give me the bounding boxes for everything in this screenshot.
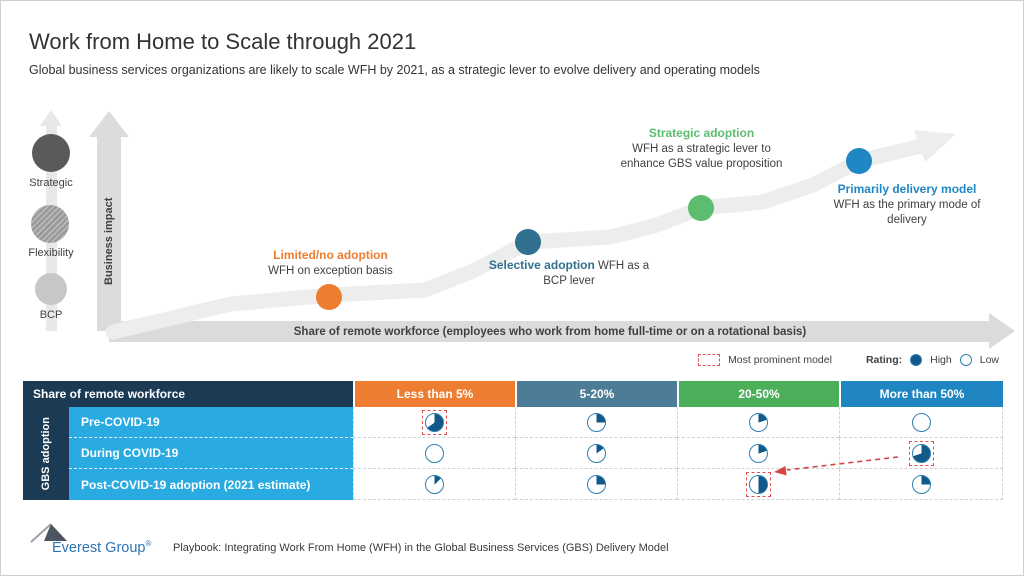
row-label: Pre-COVID-19 bbox=[69, 407, 353, 438]
milestone-label-selective: Selective adoption WFH as a BCP lever bbox=[488, 258, 650, 289]
rating-cell bbox=[839, 438, 1003, 469]
rating-cell bbox=[515, 438, 677, 469]
milestone-dot-limited bbox=[316, 284, 342, 310]
rating-cell bbox=[353, 407, 515, 438]
rating-cell bbox=[353, 438, 515, 469]
impact-level-label: Strategic bbox=[29, 177, 73, 189]
milestone-desc: WFH on exception basis bbox=[268, 264, 393, 277]
page-title: Work from Home to Scale through 2021 bbox=[29, 29, 417, 54]
legend-low-label: Low bbox=[979, 354, 999, 366]
row-group-header: GBS adoption bbox=[23, 407, 69, 500]
rating-cell bbox=[677, 469, 839, 500]
rating-cell bbox=[515, 469, 677, 500]
rating-high-icon bbox=[910, 354, 923, 366]
rating-cell bbox=[677, 438, 839, 469]
impact-ladder-arrowhead-icon bbox=[40, 110, 62, 126]
harvey-ball-icon bbox=[584, 410, 609, 435]
harvey-ball-icon bbox=[746, 471, 771, 497]
row-labels: Pre-COVID-19 During COVID-19 Post-COVID-… bbox=[69, 407, 353, 500]
milestone-dot-selective bbox=[515, 229, 541, 255]
legend-rating-label: Rating: bbox=[865, 354, 903, 366]
footer: Everest Group® Playbook: Integrating Wor… bbox=[29, 521, 669, 557]
legend-high-label: High bbox=[930, 354, 952, 366]
rating-cell bbox=[515, 407, 677, 438]
bcp-circle-icon bbox=[35, 273, 67, 305]
rating-cell bbox=[839, 469, 1003, 500]
flexibility-circle-icon bbox=[31, 205, 69, 243]
table-corner-header: Share of remote workforce bbox=[23, 381, 353, 407]
column-header: More than 50% bbox=[839, 381, 1003, 407]
harvey-ball-icon bbox=[584, 441, 609, 466]
legend: Most prominent model Rating: High Low bbox=[698, 354, 999, 366]
strategic-circle-icon bbox=[32, 134, 70, 172]
mountain-icon bbox=[30, 523, 67, 543]
gbs-adoption-table: Share of remote workforce Less than 5% 5… bbox=[23, 381, 1003, 500]
milestone-title: Limited/no adoption bbox=[273, 248, 388, 262]
milestone-label-strategic: Strategic adoption WFH as a strategic le… bbox=[609, 126, 794, 171]
milestone-title: Primarily delivery model bbox=[837, 182, 977, 196]
rating-cell bbox=[677, 407, 839, 438]
table-row bbox=[353, 407, 1003, 438]
footer-caption: Playbook: Integrating Work From Home (WF… bbox=[173, 542, 669, 554]
milestone-dot-strategic bbox=[688, 195, 714, 221]
row-label: During COVID-19 bbox=[69, 438, 353, 469]
y-axis-arrowhead-icon bbox=[89, 111, 129, 137]
harvey-ball-icon bbox=[746, 441, 771, 466]
impact-level-label: Flexibility bbox=[28, 247, 74, 259]
milestone-dot-primarily bbox=[846, 148, 872, 174]
rating-low-icon bbox=[959, 354, 972, 366]
y-axis-label: Business impact bbox=[103, 197, 115, 285]
harvey-ball-icon bbox=[422, 441, 447, 466]
x-axis-arrow: Share of remote workforce (employees who… bbox=[109, 321, 991, 342]
table-row bbox=[353, 469, 1003, 500]
page-subtitle: Global business services organizations a… bbox=[29, 63, 760, 77]
impact-level-label: BCP bbox=[39, 309, 63, 321]
harvey-ball-icon bbox=[746, 410, 771, 435]
rating-cell bbox=[353, 469, 515, 500]
legend-prominent-label: Most prominent model bbox=[728, 354, 832, 366]
milestone-label-limited: Limited/no adoption WFH on exception bas… bbox=[233, 248, 428, 279]
harvey-ball-icon bbox=[909, 472, 934, 497]
column-header: 20-50% bbox=[677, 381, 839, 407]
table-row bbox=[353, 438, 1003, 469]
harvey-ball-icon bbox=[909, 410, 934, 435]
row-group-label: GBS adoption bbox=[40, 416, 52, 491]
table-header-row: Share of remote workforce Less than 5% 5… bbox=[23, 381, 1003, 407]
milestone-title: Strategic adoption bbox=[648, 126, 755, 140]
milestone-label-primarily: Primarily delivery model WFH as the prim… bbox=[817, 182, 997, 227]
harvey-ball-icon bbox=[584, 472, 609, 497]
brand-name: Everest Group® bbox=[52, 539, 152, 556]
rating-cell bbox=[839, 407, 1003, 438]
everest-group-logo: Everest Group® bbox=[29, 521, 167, 557]
milestone-desc: WFH as a strategic lever to enhance GBS … bbox=[620, 142, 783, 170]
row-label: Post-COVID-19 adoption (2021 estimate) bbox=[81, 477, 311, 492]
column-header: Less than 5% bbox=[353, 381, 515, 407]
most-prominent-box-icon bbox=[698, 354, 721, 366]
x-axis-arrowhead-icon bbox=[989, 313, 1015, 349]
x-axis-label: Share of remote workforce (employees who… bbox=[293, 325, 807, 338]
milestone-title: Selective adoption bbox=[488, 258, 595, 272]
column-header: 5-20% bbox=[515, 381, 677, 407]
milestone-desc: WFH as the primary mode of delivery bbox=[833, 198, 981, 226]
table-data-grid bbox=[353, 407, 1003, 500]
harvey-ball-icon bbox=[908, 440, 934, 466]
harvey-ball-icon bbox=[422, 409, 447, 435]
harvey-ball-icon bbox=[422, 472, 447, 497]
